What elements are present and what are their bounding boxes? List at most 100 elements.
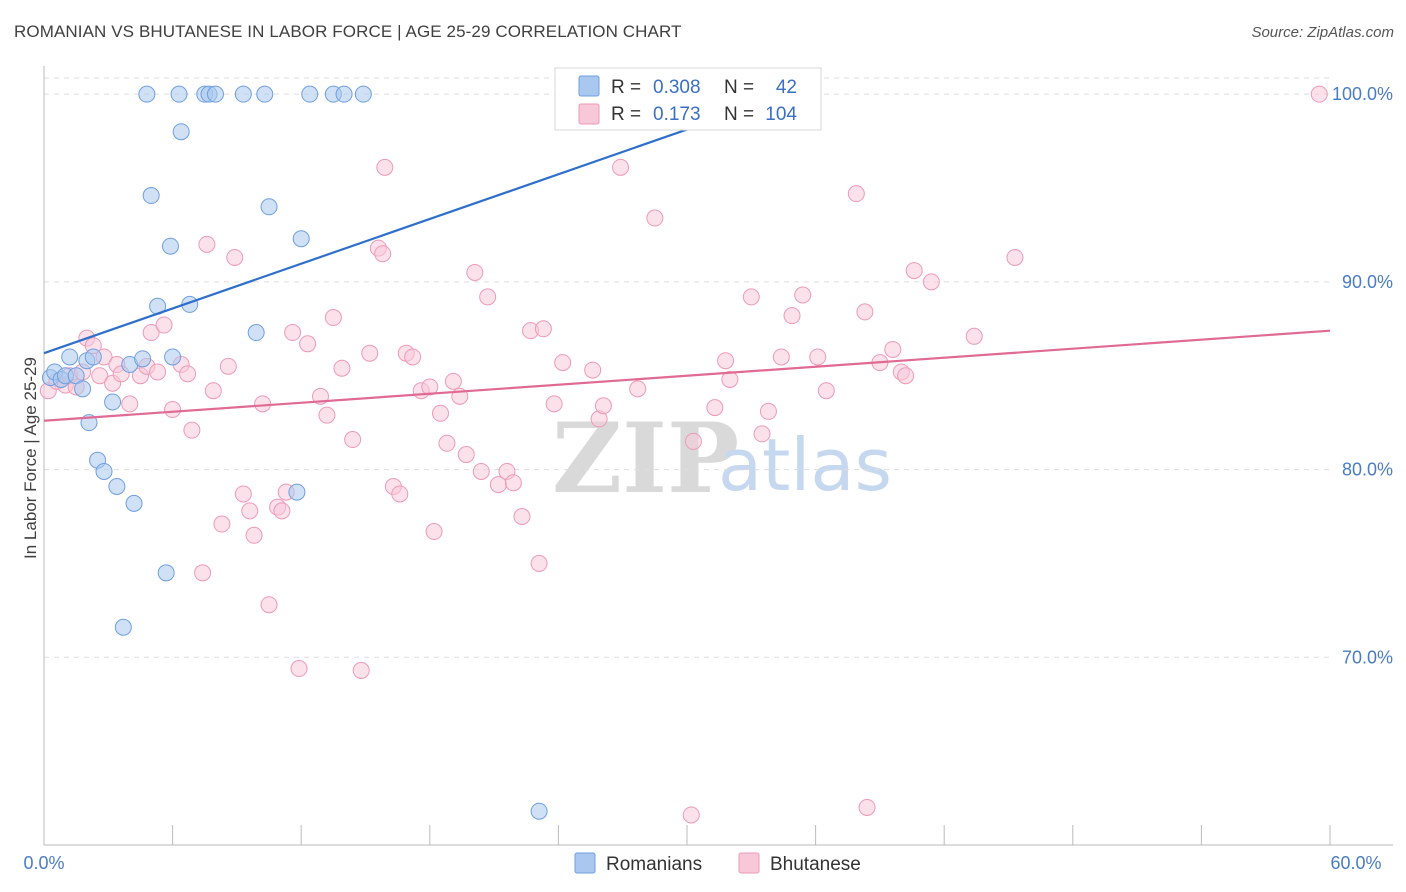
- bhutanese-point: [905, 262, 923, 280]
- bhutanese-point: [1310, 85, 1328, 103]
- romanians-point: [84, 348, 102, 366]
- bhutanese-point: [472, 462, 490, 480]
- romanians-point: [95, 462, 113, 480]
- bhutanese-point: [759, 402, 777, 420]
- romanians-point: [292, 230, 310, 248]
- romanians-point: [288, 483, 306, 501]
- bhutanese-point: [318, 406, 336, 424]
- bhutanese-point: [421, 378, 439, 396]
- bhutanese-point: [772, 348, 790, 366]
- bhutanese-point: [425, 523, 443, 541]
- chart-source: Source: ZipAtlas.com: [1251, 24, 1394, 41]
- bhutanese-n-value: 104: [765, 104, 797, 125]
- bhutanese-point: [226, 248, 244, 266]
- bhutanese-point: [290, 660, 308, 678]
- bhutanese-point: [479, 288, 497, 306]
- stats-legend: R = 0.308 N = 42 R = 0.173 N = 104: [554, 67, 822, 131]
- bhutanese-point: [299, 335, 317, 353]
- y-tick-label: 90.0%: [1342, 272, 1393, 292]
- bhutanese-point: [554, 354, 572, 372]
- bhutanese-point: [194, 564, 212, 582]
- bhutanese-point: [245, 526, 263, 544]
- bhutanese-point: [466, 263, 484, 281]
- romanians-n-label: N =: [724, 77, 754, 98]
- bhutanese-point: [530, 554, 548, 572]
- bhutanese-point: [438, 434, 456, 452]
- bhutanese-point: [684, 432, 702, 450]
- romanians-point: [61, 348, 79, 366]
- romanians-point: [234, 85, 252, 103]
- bhutanese-point: [545, 395, 563, 413]
- bhutanese-point: [753, 425, 771, 443]
- bhutanese-point: [361, 344, 379, 362]
- bhutanese-point: [646, 209, 664, 227]
- romanians-point: [108, 477, 126, 495]
- bhutanese-r-value: 0.173: [653, 104, 701, 125]
- bhutanese-point: [721, 370, 739, 388]
- bhutanese-point: [333, 359, 351, 377]
- series-legend: Romanians Bhutanese: [574, 852, 861, 875]
- bhutanese-point: [444, 372, 462, 390]
- y-tick-label: 80.0%: [1342, 460, 1393, 480]
- bhutanese-series-label: Bhutanese: [770, 854, 861, 875]
- y-tick-label: 100.0%: [1332, 84, 1393, 104]
- bhutanese-series-swatch: [738, 852, 760, 874]
- bhutanese-point: [706, 399, 724, 417]
- bhutanese-points: [39, 85, 1328, 824]
- y-axis-label: In Labor Force | Age 25-29: [21, 357, 40, 559]
- romanians-point: [164, 348, 182, 366]
- bhutanese-n-label: N =: [724, 104, 754, 125]
- bhutanese-point: [324, 309, 342, 327]
- bhutanese-point: [809, 348, 827, 366]
- bhutanese-point: [273, 502, 291, 520]
- bhutanese-point: [204, 382, 222, 400]
- bhutanese-point: [352, 661, 370, 679]
- bhutanese-point: [179, 365, 197, 383]
- bhutanese-point: [213, 515, 231, 533]
- bhutanese-point: [91, 367, 109, 385]
- romanians-point: [530, 802, 548, 820]
- romanians-points: [41, 85, 814, 820]
- bhutanese-point: [794, 286, 812, 304]
- romanians-point: [256, 85, 274, 103]
- bhutanese-point: [897, 367, 915, 385]
- romanians-point: [247, 324, 265, 342]
- grid-lines: [44, 77, 1330, 658]
- bhutanese-trend-line: [43, 329, 1331, 422]
- bhutanese-legend-swatch: [578, 103, 600, 125]
- bhutanese-point: [884, 340, 902, 358]
- axes: 70.0% 80.0% 90.0% 100.0% 0.0% 60.0%: [23, 66, 1393, 873]
- y-tick-label: 70.0%: [1342, 647, 1393, 667]
- bhutanese-r-label: R =: [611, 104, 641, 125]
- bhutanese-point: [612, 158, 630, 176]
- bhutanese-point: [584, 361, 602, 379]
- bhutanese-point: [817, 382, 835, 400]
- bhutanese-point: [142, 324, 160, 342]
- bhutanese-point: [432, 404, 450, 422]
- bhutanese-point: [629, 380, 647, 398]
- bhutanese-point: [241, 502, 259, 520]
- bhutanese-point: [856, 303, 874, 321]
- romanians-point: [260, 198, 278, 216]
- romanians-point: [170, 85, 188, 103]
- bhutanese-point: [149, 363, 167, 381]
- romanians-point: [74, 380, 92, 398]
- romanians-point: [335, 85, 353, 103]
- bhutanese-point: [858, 798, 876, 816]
- romanians-series-label: Romanians: [606, 854, 702, 875]
- bhutanese-point: [260, 596, 278, 614]
- romanians-r-label: R =: [611, 77, 641, 98]
- bhutanese-point: [284, 324, 302, 342]
- romanians-n-value: 42: [776, 77, 797, 98]
- bhutanese-point: [1006, 248, 1024, 266]
- romanians-point: [114, 618, 132, 636]
- bhutanese-point: [594, 397, 612, 415]
- bhutanese-point: [717, 352, 735, 370]
- bhutanese-point: [219, 357, 237, 375]
- bhutanese-point: [847, 185, 865, 203]
- bhutanese-point: [183, 421, 201, 439]
- bhutanese-point: [155, 316, 173, 334]
- romanians-point: [134, 350, 152, 368]
- bhutanese-point: [504, 474, 522, 492]
